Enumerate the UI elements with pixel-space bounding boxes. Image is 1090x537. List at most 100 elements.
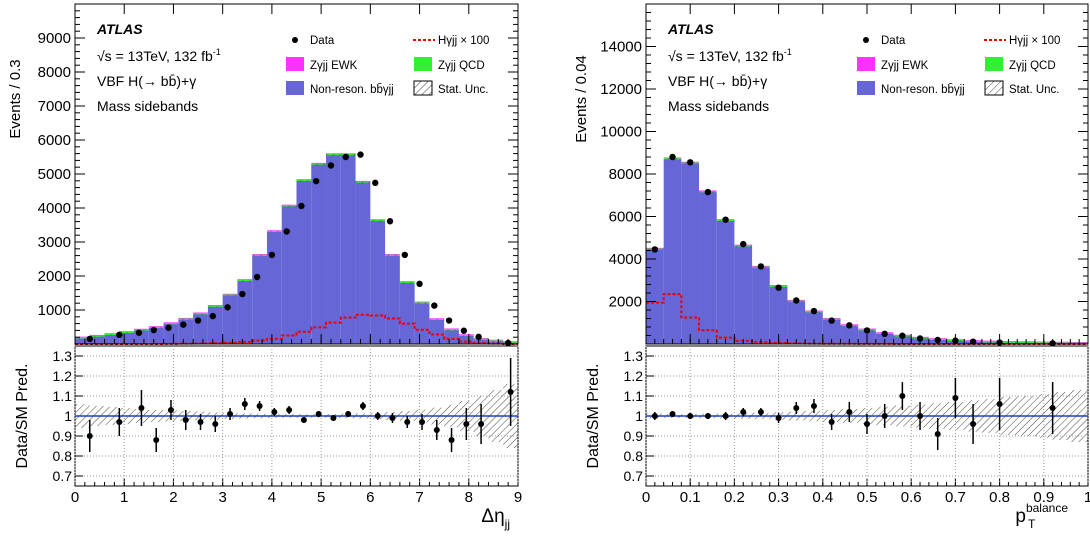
right-xlabel-sup: balance [1026, 501, 1068, 515]
right-data-point [722, 216, 728, 222]
right-ytick-label: 8000 [609, 166, 642, 183]
left-zewk-bar [282, 205, 297, 206]
left-ytick-label: 1000 [38, 302, 71, 319]
left-ytick-label: 3000 [38, 234, 71, 251]
right-process-label: VBF H(→ bb̄)+γ [668, 73, 767, 89]
right-ylabel: Events / 0.04 [573, 55, 590, 143]
right-stack [646, 158, 1088, 345]
left-zewk-bar [488, 340, 503, 341]
left-zewk-bar [400, 281, 415, 282]
left-ratio-point [271, 409, 277, 415]
left-data-point [165, 324, 171, 330]
right-ratio-point [882, 413, 888, 419]
left-xtick-label: 1 [120, 489, 128, 506]
left-zewk-bar [444, 328, 459, 329]
left-nonreson-bar [267, 232, 282, 344]
right-data-point [793, 297, 799, 303]
left-legend-stat-label: Stat. Unc. [438, 84, 489, 96]
left-nonreson-bar [370, 221, 385, 344]
right-ytick-label: 2000 [609, 294, 642, 311]
left-ytick-label: 5000 [38, 166, 71, 183]
right-nonreson-bar [646, 249, 664, 344]
right-data-point [669, 154, 675, 160]
left-data-point [402, 252, 408, 258]
left-stat-band [326, 154, 341, 156]
right-xtick-label: 0.6 [901, 489, 922, 506]
left-ratio-point [301, 417, 307, 423]
left-ratio: 0.70.80.911.11.21.3 [53, 348, 518, 484]
left-data-point [431, 302, 437, 308]
right-ratio-point [811, 403, 817, 409]
left-stat-band [429, 319, 444, 320]
right-legend-zewk-label: Zγjj EWK [881, 60, 929, 72]
left-stat-band [385, 255, 400, 257]
left-stat-band [223, 295, 238, 296]
right-ratio-ylabel: Data/SM Pred. [585, 364, 602, 469]
left-legend-nonreson-label: Non-reson. bb̄γjj [310, 83, 394, 96]
left-data-point [195, 317, 201, 323]
left-nonreson-bar [341, 155, 356, 344]
left-zewk-bar [252, 254, 267, 255]
left-xtick-label: 8 [465, 489, 473, 506]
left-data-point [328, 162, 334, 168]
right-legend-nonreson-marker [857, 81, 875, 95]
left-zewk-bar [297, 179, 312, 180]
left-zewk-bar [90, 335, 105, 336]
left-nonreson-bar [282, 206, 297, 344]
left-ratio-ytick-label: 1.2 [53, 368, 73, 384]
right-data-point [864, 327, 870, 333]
right-ratio-point [723, 413, 729, 419]
left-ratio-ytick-label: 0.9 [53, 428, 73, 444]
right-ratio-point [829, 419, 835, 425]
left-xtick-label: 7 [415, 489, 423, 506]
left-nonreson-bar [311, 164, 326, 344]
left-xtick-label: 6 [366, 489, 374, 506]
left-data-point [239, 291, 245, 297]
left-legend-data-label: Data [310, 35, 335, 47]
left-nonreson-bar [237, 281, 252, 344]
left-atlas-label: ATLAS [96, 21, 143, 37]
right-xtick-label: 0.5 [857, 489, 878, 506]
left-ratio-ytick-label: 1.1 [53, 388, 73, 404]
left-process-label: VBF H(→ bb̄)+γ [97, 73, 196, 89]
left-ratio-ytick-label: 1 [64, 408, 72, 424]
left-xtick-label: 5 [317, 489, 325, 506]
left-data-point [269, 252, 275, 258]
right-ratio-point [917, 413, 923, 419]
right-data-point [687, 159, 693, 165]
left-stat-band [178, 319, 193, 320]
left-zewk-bar [326, 153, 341, 154]
left-legend-zqcd-label: Zγjj QCD [438, 60, 485, 72]
right-legend-data-label: Data [881, 35, 906, 47]
left-data-point [136, 330, 142, 336]
right-ratio-point [793, 405, 799, 411]
left-nonreson-bar [459, 336, 474, 344]
right-nonreson-bar [752, 268, 770, 345]
right-ratio-point [776, 415, 782, 421]
left-stat-band [356, 181, 371, 183]
left-zewk-bar [193, 312, 208, 313]
left-data-point [298, 203, 304, 209]
left-ratio-point [389, 415, 395, 421]
right-ratio-point [997, 401, 1003, 407]
right-legend-nonreson-label: Non-reson. bb̄γjj [881, 83, 965, 96]
right-xtick-label: 0.2 [724, 489, 745, 506]
left-ratio-ytick-label: 0.8 [53, 448, 73, 464]
left-legend-zewk-label: Zγjj EWK [310, 60, 358, 72]
left-ytick-label: 8000 [38, 64, 71, 81]
left-data-point [357, 151, 363, 157]
right-ratio-point [670, 411, 676, 417]
left-ratio-point [508, 389, 514, 395]
right-data-point [881, 331, 887, 337]
right-data-point [811, 308, 817, 314]
left-zewk-bar [429, 318, 444, 319]
left-nonreson-bar [385, 256, 400, 344]
left-legend-zewk-marker [286, 57, 304, 71]
right-xtick-label: 0.8 [989, 489, 1010, 506]
left-data-point [313, 178, 319, 184]
left-ratio-point [345, 411, 351, 417]
right-nonreson-bar [734, 246, 752, 344]
right-legend-higgs-label: Hγjj × 100 [1009, 35, 1060, 47]
left-stat-band [237, 280, 252, 281]
